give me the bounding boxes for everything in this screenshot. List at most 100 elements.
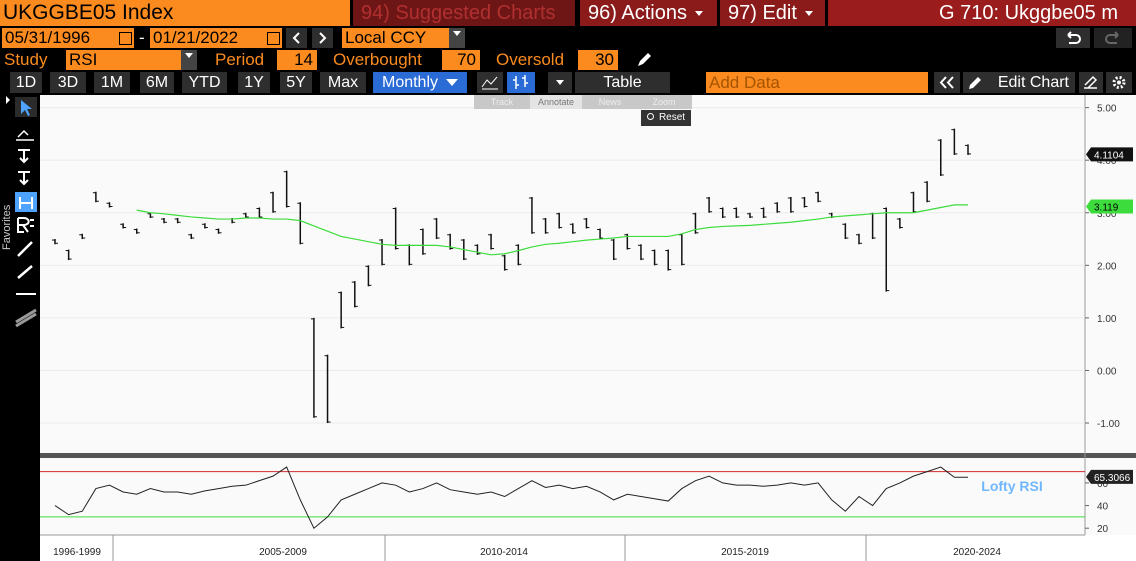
- currency-dropdown[interactable]: [449, 28, 465, 48]
- annotate-button[interactable]: [1079, 72, 1103, 93]
- period-value[interactable]: 14: [277, 50, 317, 70]
- overbought-label: Overbought: [333, 50, 422, 69]
- percent-tool[interactable]: [18, 149, 30, 164]
- actions-menu[interactable]: 96) Actions: [580, 0, 717, 26]
- oversold-label: Oversold: [496, 50, 565, 69]
- edit-icon: [969, 77, 981, 89]
- period-button[interactable]: Max: [320, 72, 366, 93]
- price-panel: [40, 95, 1136, 453]
- line-type-button[interactable]: [477, 72, 503, 93]
- actions-label: 96) Actions: [588, 2, 687, 24]
- rsi-line: [54, 466, 968, 529]
- bar-type-button[interactable]: [507, 72, 535, 93]
- reset-label: Reset: [658, 112, 686, 123]
- y-tick-label: 20: [1097, 524, 1109, 535]
- period-button[interactable]: 5Y: [280, 72, 312, 93]
- period-button[interactable]: YTD: [182, 72, 227, 93]
- collapse-icon: [939, 76, 954, 89]
- currency[interactable]: Local CCY: [342, 28, 465, 48]
- regression-tool[interactable]: [17, 217, 34, 233]
- period-button[interactable]: 1Y: [238, 72, 270, 93]
- frequency-label: Monthly: [381, 74, 439, 91]
- last-ma-tag: [1086, 199, 1133, 214]
- suggested-charts[interactable]: 94) Suggested Charts: [353, 0, 575, 26]
- x-tick-label: 2015-2019: [721, 547, 769, 558]
- pencil-icon[interactable]: [634, 51, 654, 69]
- y-tick-label: 5.00: [1097, 104, 1117, 115]
- draw-tool[interactable]: [16, 129, 34, 141]
- annotate-icon: [1084, 75, 1098, 89]
- chart-tool[interactable]: News: [598, 97, 622, 107]
- y-tick-label: 40: [1097, 502, 1109, 513]
- ticker[interactable]: UKGGBE05 Index: [0, 0, 350, 26]
- y-tick-label: 3.00: [1097, 209, 1117, 220]
- period-button[interactable]: 3D: [50, 72, 86, 93]
- type-dropdown[interactable]: [548, 72, 572, 93]
- y-tick-label: -1.00: [1097, 419, 1120, 430]
- y-tick-label: 1.00: [1097, 314, 1117, 325]
- edit-chart[interactable]: Edit Chart: [963, 72, 1075, 93]
- period-label: Period: [215, 50, 265, 69]
- chart-tool[interactable]: Annotate: [530, 95, 582, 109]
- undo-button[interactable]: [1056, 28, 1090, 48]
- start-date[interactable]: 05/31/1996: [2, 28, 134, 48]
- x-axis-panel: [40, 535, 1136, 561]
- y-tick-label: 2.00: [1097, 261, 1117, 272]
- reset-button[interactable]: Reset: [641, 110, 691, 126]
- undo-icon: [1067, 31, 1081, 44]
- date-separator: -: [139, 28, 145, 47]
- dropdown-arrow: [694, 11, 703, 17]
- prev-icon: [292, 32, 300, 44]
- overbought-value[interactable]: 70: [442, 50, 480, 70]
- x-tick-label: 2005-2009: [259, 547, 307, 558]
- add-data[interactable]: Add Data: [706, 72, 928, 93]
- rsi-panel: [40, 458, 1136, 535]
- last-price-label: 4.1104: [1094, 150, 1124, 161]
- panel-divider[interactable]: [40, 453, 1136, 458]
- study-label: Study: [4, 50, 48, 69]
- last-ma-label: 3.119: [1094, 203, 1119, 214]
- function-code: G 710: Ukggbe05 m: [828, 0, 1136, 26]
- redo-icon: [1105, 31, 1119, 44]
- currency-tool[interactable]: [18, 171, 30, 186]
- study-name[interactable]: RSI: [66, 50, 197, 70]
- trend-tools[interactable]: [17, 241, 33, 279]
- period-button[interactable]: 1M: [94, 72, 130, 93]
- line-icon: [481, 76, 498, 90]
- pointer-icon: [21, 100, 32, 116]
- chart-tool[interactable]: Track: [490, 97, 514, 107]
- frequency[interactable]: Monthly: [373, 72, 467, 93]
- settings-icon: [1112, 76, 1126, 89]
- settings-button[interactable]: [1106, 72, 1132, 93]
- favorites-label: Favorites: [1, 204, 13, 250]
- channel-tool[interactable]: [15, 308, 37, 328]
- y-tick-label: 4.00: [1097, 156, 1117, 167]
- x-tick-label: 2020-2024: [953, 547, 1001, 558]
- period-button[interactable]: 1D: [10, 72, 42, 93]
- table-button[interactable]: Table: [575, 72, 670, 93]
- period-button[interactable]: 6M: [140, 72, 174, 93]
- last-rsi-label: 65.3066: [1094, 473, 1131, 484]
- moving-average: [136, 204, 968, 256]
- redo-button[interactable]: [1094, 28, 1132, 48]
- next-button[interactable]: [312, 28, 333, 48]
- sidebar-toggle[interactable]: [6, 96, 10, 104]
- edit-chart-label: Edit Chart: [997, 74, 1069, 91]
- calendar-icon[interactable]: [119, 32, 132, 45]
- oversold-value[interactable]: 30: [578, 50, 618, 70]
- calendar-icon[interactable]: [267, 32, 280, 45]
- y-tick-label: 60: [1097, 479, 1109, 490]
- rsi-title: Lofty RSI: [981, 478, 1042, 494]
- collapse-button[interactable]: [934, 72, 960, 93]
- end-date[interactable]: 01/21/2022: [150, 28, 282, 48]
- last-rsi-tag: [1086, 469, 1133, 484]
- edit-menu[interactable]: 97) Edit: [720, 0, 825, 26]
- x-tick-label: 2010-2014: [480, 547, 528, 558]
- prev-button[interactable]: [286, 28, 307, 48]
- last-price-tag: [1086, 147, 1133, 162]
- chart-tool[interactable]: Zoom: [652, 97, 676, 107]
- study-dropdown[interactable]: [181, 50, 197, 70]
- next-icon: [319, 32, 327, 44]
